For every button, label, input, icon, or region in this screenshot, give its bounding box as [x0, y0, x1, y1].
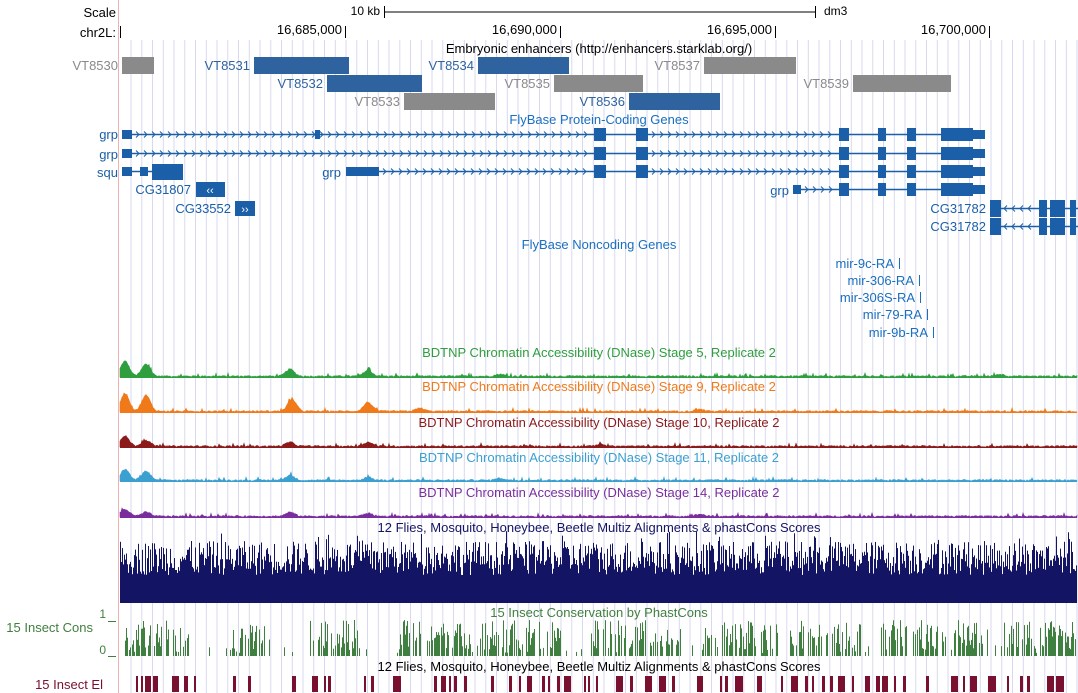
- dnase-signal-stage9[interactable]: [119, 392, 1078, 413]
- mirna-label[interactable]: mir-9b-RA: [869, 325, 929, 340]
- gene-cg31782[interactable]: CG31782: [930, 200, 1078, 217]
- enhancer-feature[interactable]: [254, 57, 349, 74]
- dnase-signal-stage14[interactable]: [119, 507, 1078, 518]
- mirna-label[interactable]: mir-306-RA: [848, 273, 915, 288]
- enhancer-label[interactable]: VT8531: [204, 58, 250, 73]
- mirna-label[interactable]: mir-306S-RA: [840, 290, 915, 305]
- ruler[interactable]: Scale chr2L: 10 kb dm3 16,685,000 16,690…: [80, 4, 990, 40]
- phastcons-ymin-label: 0: [99, 643, 106, 657]
- enhancer-feature[interactable]: [404, 93, 495, 110]
- phastcons-ymax-label: 1: [99, 607, 106, 621]
- noncoding-track[interactable]: FlyBase Noncoding Genes mir-9c-RA mir-30…: [522, 237, 934, 340]
- gene-label[interactable]: grp: [322, 165, 341, 180]
- dnase-tracks[interactable]: BDTNP Chromatin Accessibility (DNase) St…: [119, 345, 1078, 518]
- gene-label[interactable]: grp: [99, 127, 118, 142]
- dnase-signal-stage5[interactable]: [119, 360, 1078, 379]
- enhancer-label[interactable]: VT8533: [354, 94, 400, 109]
- dnase-track-title: BDTNP Chromatin Accessibility (DNase) St…: [418, 415, 779, 430]
- multiz-track[interactable]: 12 Flies, Mosquito, Honeybee, Beetle Mul…: [120, 520, 1077, 603]
- gene-grp-transcript[interactable]: grp: [322, 165, 985, 180]
- elements-track-title: 12 Flies, Mosquito, Honeybee, Beetle Mul…: [378, 659, 821, 674]
- ruler-tick-label: 16,695,000: [707, 22, 772, 37]
- enhancer-feature[interactable]: [853, 75, 951, 92]
- phastcons-bars[interactable]: [125, 620, 1076, 656]
- ruler-tick-label: 16,685,000: [277, 22, 342, 37]
- ruler-tick-label: 16,700,000: [921, 22, 986, 37]
- dnase-signal-stage11[interactable]: [119, 468, 1078, 482]
- phastcons-side-label[interactable]: 15 Insect Cons: [6, 620, 93, 635]
- enhancer-label[interactable]: VT8534: [428, 58, 474, 73]
- protein-coding-track[interactable]: FlyBase Protein-Coding Genes grp grp: [97, 112, 1078, 235]
- enhancer-feature[interactable]: [629, 93, 720, 110]
- scale-bar-label: 10 kb: [351, 4, 381, 18]
- dnase-track-title: BDTNP Chromatin Accessibility (DNase) St…: [418, 485, 779, 500]
- enhancer-track[interactable]: Embryonic enhancers (http://enhancers.st…: [72, 41, 951, 110]
- assembly-label: dm3: [824, 4, 848, 18]
- enhancer-feature[interactable]: [478, 57, 569, 74]
- scale-label: Scale: [83, 5, 116, 20]
- enhancer-label[interactable]: VT8535: [504, 76, 550, 91]
- gene-label[interactable]: CG31807: [135, 182, 191, 197]
- enhancer-label[interactable]: VT8532: [277, 76, 323, 91]
- multiz-track-title: 12 Flies, Mosquito, Honeybee, Beetle Mul…: [378, 520, 821, 535]
- chrom-label: chr2L:: [80, 25, 116, 40]
- gene-label[interactable]: CG33552: [175, 201, 231, 216]
- strand-arrow-icon: ››: [241, 204, 249, 216]
- enhancer-label[interactable]: VT8530: [72, 58, 118, 73]
- enhancer-track-title: Embryonic enhancers (http://enhancers.st…: [446, 41, 752, 56]
- gene-label[interactable]: grp: [770, 183, 789, 198]
- gene-squ[interactable]: squ: [97, 164, 183, 180]
- enhancer-label[interactable]: VT8537: [654, 58, 700, 73]
- ruler-tick-label: 16,690,000: [492, 22, 557, 37]
- protein-coding-track-title: FlyBase Protein-Coding Genes: [509, 112, 689, 127]
- enhancer-feature[interactable]: [327, 75, 422, 92]
- dnase-track-title: BDTNP Chromatin Accessibility (DNase) St…: [422, 379, 776, 394]
- gene-cg33552[interactable]: CG33552 ››: [175, 201, 255, 216]
- phastcons-track[interactable]: 15 Insect Conservation by PhastCons 15 I…: [6, 605, 1076, 657]
- gene-cg31782[interactable]: CG31782: [930, 218, 1078, 235]
- conserved-element-blocks[interactable]: [136, 676, 1064, 692]
- elements-side-label[interactable]: 15 Insect El: [35, 677, 103, 692]
- dnase-signal-stage10[interactable]: [119, 435, 1078, 448]
- dnase-track-title: BDTNP Chromatin Accessibility (DNase) St…: [419, 450, 779, 465]
- noncoding-track-title: FlyBase Noncoding Genes: [522, 237, 677, 252]
- mirna-label[interactable]: mir-79-RA: [863, 307, 923, 322]
- gene-label[interactable]: CG31782: [930, 219, 986, 234]
- elements-track[interactable]: 12 Flies, Mosquito, Honeybee, Beetle Mul…: [35, 659, 1064, 692]
- enhancer-feature[interactable]: [122, 57, 154, 74]
- enhancer-feature[interactable]: [554, 75, 643, 92]
- enhancer-label[interactable]: VT8536: [579, 94, 625, 109]
- gene-cg31807[interactable]: CG31807 ‹‹: [135, 182, 225, 197]
- gene-label[interactable]: grp: [99, 147, 118, 162]
- gene-label[interactable]: CG31782: [930, 201, 986, 216]
- enhancer-feature[interactable]: [704, 57, 796, 74]
- dnase-track-title: BDTNP Chromatin Accessibility (DNase) St…: [422, 345, 776, 360]
- strand-arrow-icon: ‹‹: [206, 185, 214, 197]
- gene-grp-transcript[interactable]: grp: [99, 127, 985, 142]
- enhancer-label[interactable]: VT8539: [803, 76, 849, 91]
- gene-label[interactable]: squ: [97, 165, 118, 180]
- multiz-conservation-bars[interactable]: [120, 531, 1077, 603]
- mirna-label[interactable]: mir-9c-RA: [836, 256, 895, 271]
- gene-grp-transcript[interactable]: grp: [770, 183, 985, 198]
- phastcons-track-title: 15 Insect Conservation by PhastCons: [490, 605, 708, 620]
- gene-grp-transcript[interactable]: grp: [99, 147, 985, 162]
